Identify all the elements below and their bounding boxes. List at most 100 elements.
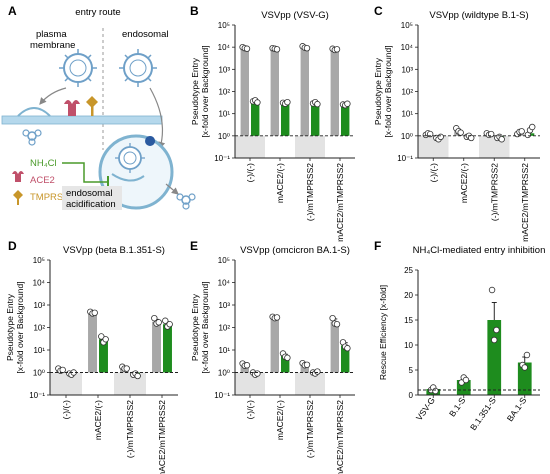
release-arrow: [165, 183, 179, 195]
data-point: [303, 44, 311, 52]
bar: [88, 312, 97, 373]
data-point: [437, 133, 444, 141]
data-point: [333, 321, 341, 328]
y-tick-label: 10⁰: [401, 132, 413, 141]
data-point: [98, 333, 105, 340]
y-tick-label: 10⁴: [33, 279, 46, 288]
y-tick-label: 15: [404, 316, 413, 325]
chart-panel-e: E VSVpp (omcicron BA.1-S) 10⁻¹ 10⁰ 10¹ 10² 10³…: [190, 239, 355, 474]
data-point: [457, 129, 464, 136]
y-tick-label: 10⁵: [33, 256, 45, 265]
y-axis-label: [x-fold over Background]: [15, 281, 25, 373]
category-label: mACE2/mTMPRSS2: [157, 400, 167, 474]
y-tick-label: 10³: [218, 301, 230, 310]
y-tick-label: 10⁴: [218, 43, 231, 52]
data-point: [314, 368, 321, 375]
category-label: mACE2/(-): [459, 163, 469, 203]
bar: [251, 101, 260, 136]
y-axis-label: Pseudotype Entry: [373, 57, 383, 125]
data-point: [521, 364, 528, 371]
background-shade: [114, 372, 146, 395]
data-point: [344, 100, 351, 107]
chart-title: NH₄Cl-mediated entry inhibition: [413, 245, 546, 256]
panel-letter-f: F: [374, 239, 381, 253]
y-tick-label: 10⁰: [33, 369, 45, 378]
y-axis-label: Pseudotype Entry: [190, 293, 200, 361]
data-point: [493, 326, 500, 334]
bar: [281, 103, 290, 136]
y-tick-label: 10⁰: [218, 369, 230, 378]
data-point: [468, 134, 475, 142]
chart-title: VSVpp (wildtype B.1-S): [429, 10, 528, 21]
data-point: [523, 351, 531, 359]
y-axis-label: Pseudotype Entry: [5, 293, 15, 361]
data-point: [102, 336, 109, 343]
y-tick-label: 10³: [33, 301, 45, 310]
category-label: mACE2/mTMPRSS2: [335, 400, 345, 474]
y-tick-label: 0: [409, 391, 414, 400]
category-label: (-)/mTMPRSS2: [489, 163, 499, 221]
y-tick-label: 10⁴: [218, 279, 231, 288]
background-shade: [295, 135, 325, 158]
category-label: (-)/(-): [245, 400, 255, 420]
y-tick-label: 10⁻¹: [397, 154, 413, 163]
data-point: [529, 123, 536, 131]
y-tick-label: 20: [404, 291, 413, 300]
y-tick-label: 10⁻¹: [214, 154, 230, 163]
data-point: [59, 366, 66, 374]
endosomal-label: endosomal: [122, 29, 168, 40]
category-label: (-)/(-): [245, 163, 255, 183]
category-label: mACE2/(-): [275, 163, 285, 203]
data-point: [91, 309, 98, 317]
chart-title: VSVpp (VSV-G): [261, 10, 329, 21]
chart-panels: B VSVpp (VSV-G) 10⁻¹ 10⁰ 10¹ 10² 10³ 10⁴ 10⁵ Pseu…: [5, 4, 545, 474]
legend-ace2: ACE2: [30, 175, 55, 186]
virus-particle-icon: [119, 49, 157, 87]
y-axis-label: Pseudotype Entry: [190, 57, 200, 125]
viral-genome-icon: [22, 129, 42, 146]
bar: [330, 49, 339, 136]
panel-letter-e: E: [190, 239, 198, 253]
data-point: [243, 45, 251, 52]
background-shade: [479, 135, 510, 158]
bar: [99, 339, 108, 373]
schematic-legend: NH₄Cl ACE2 TMPRSS2 endosomal acidificatio…: [12, 158, 122, 210]
background-shade: [235, 135, 265, 158]
data-point: [254, 99, 261, 106]
data-point: [254, 370, 261, 377]
data-point: [462, 376, 470, 384]
data-point: [518, 128, 525, 135]
background-shade: [235, 372, 265, 395]
data-point: [333, 46, 341, 53]
y-tick-label: 10¹: [218, 110, 230, 119]
panel-letter-d: D: [8, 239, 17, 253]
data-point: [123, 365, 130, 372]
chart-panel-b: B VSVpp (VSV-G) 10⁻¹ 10⁰ 10¹ 10² 10³ 10⁴ 10⁵ Pseu…: [190, 4, 355, 242]
y-tick-label: 10¹: [33, 346, 45, 355]
y-tick-label: 10³: [218, 65, 230, 74]
background-shade: [418, 135, 449, 158]
y-tick-label: 10¹: [401, 110, 413, 119]
data-point: [273, 314, 281, 321]
panel-letter-a: A: [8, 4, 17, 18]
bar: [487, 320, 502, 395]
ace2-receptor-icon: [64, 100, 80, 116]
y-tick-label: 10¹: [218, 346, 230, 355]
data-point: [284, 354, 291, 362]
background-shade: [50, 372, 82, 395]
panel-letter-c: C: [374, 4, 383, 18]
bar: [341, 104, 350, 136]
y-tick-label: 5: [409, 366, 414, 375]
data-point: [166, 321, 173, 328]
inhibition-line: [62, 162, 108, 183]
y-tick-label: 10⁴: [401, 43, 414, 52]
chart-panel-f: F NH₄Cl-mediated entry inhibition 0 5 10 15 20…: [374, 239, 545, 432]
endocytosis-arrow: [149, 87, 166, 150]
category-label: mACE2/(-): [93, 400, 103, 440]
data-point: [488, 286, 496, 294]
bar: [330, 321, 339, 373]
category-label: B.1.351-S: [468, 395, 498, 432]
data-point: [432, 387, 439, 395]
viral-genome-icon: [176, 193, 196, 210]
